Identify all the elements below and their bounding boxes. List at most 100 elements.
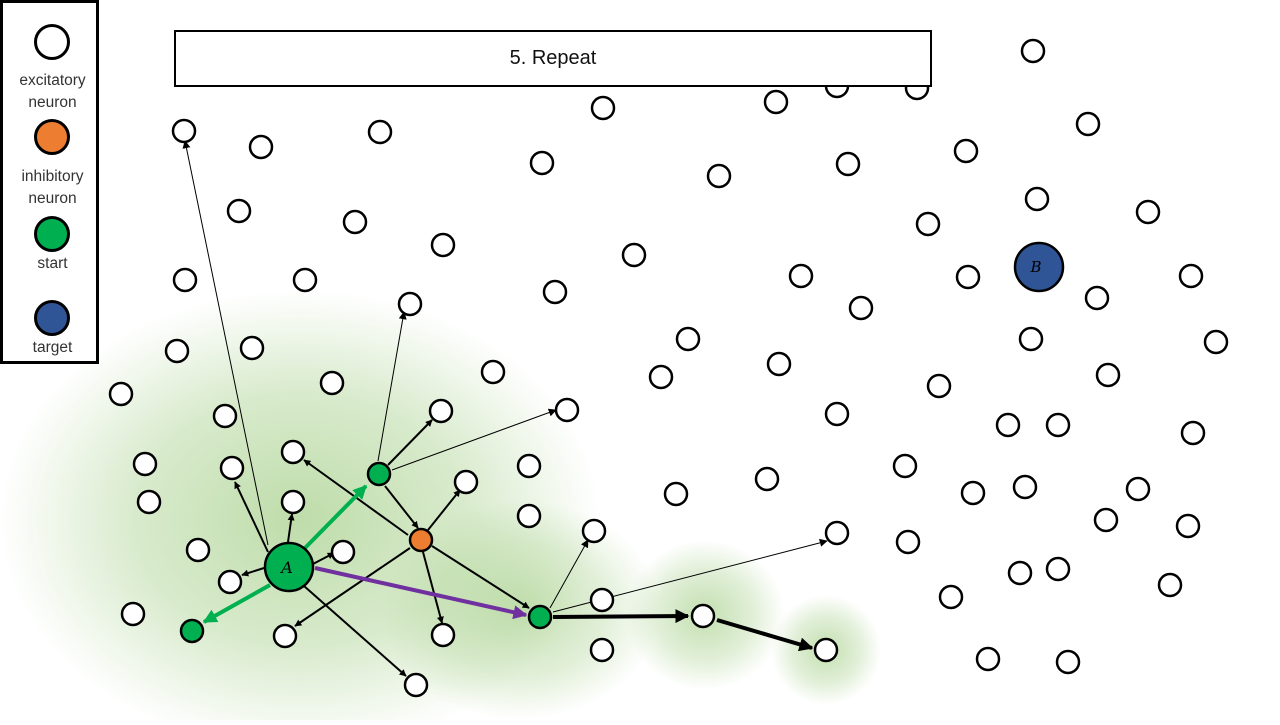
excitatory-neuron <box>292 267 318 293</box>
legend-label-start: start <box>37 255 68 272</box>
active-neuron <box>366 461 392 487</box>
excitatory-neuron <box>480 359 506 385</box>
edge <box>716 618 814 652</box>
excitatory-neuron <box>120 601 146 627</box>
excitatory-neuron <box>1007 560 1033 586</box>
excitatory-neuron <box>754 466 780 492</box>
excitatory-neuron <box>590 95 616 121</box>
excitatory-neuron <box>960 480 986 506</box>
edge <box>182 140 269 546</box>
excitatory-neuron <box>330 539 356 565</box>
edge <box>431 545 530 609</box>
excitatory-neuron <box>835 151 861 177</box>
edge <box>234 481 269 553</box>
edge <box>422 551 444 624</box>
excitatory-neuron <box>1180 420 1206 446</box>
edge <box>377 311 407 462</box>
excitatory-neuron <box>766 351 792 377</box>
edge <box>241 567 265 577</box>
edge <box>549 539 589 609</box>
start-neuron-a <box>263 541 315 593</box>
excitatory-neuron <box>185 537 211 563</box>
excitatory-neuron <box>136 489 162 515</box>
excitatory-neuron <box>824 401 850 427</box>
excitatory-neuron <box>516 453 542 479</box>
excitatory-neuron <box>272 623 298 649</box>
excitatory-neuron <box>848 295 874 321</box>
edge <box>552 609 690 624</box>
excitatory-neuron <box>813 637 839 663</box>
excitatory-neuron <box>1093 507 1119 533</box>
excitatory-neuron <box>706 163 732 189</box>
excitatory-neuron <box>690 603 716 629</box>
excitatory-neuron <box>915 211 941 237</box>
excitatory-neuron <box>1024 186 1050 212</box>
active-neuron <box>527 604 553 630</box>
excitatory-neuron <box>1203 329 1229 355</box>
inhibitory-neuron-icon <box>34 119 70 155</box>
active-neuron <box>179 618 205 644</box>
excitatory-neuron <box>763 89 789 115</box>
excitatory-neuron <box>589 637 615 663</box>
excitatory-neuron <box>926 373 952 399</box>
excitatory-neuron <box>342 209 368 235</box>
excitatory-neuron <box>319 370 345 396</box>
excitatory-neurons <box>108 38 1229 698</box>
excitatory-neuron <box>132 451 158 477</box>
legend-label-excitatory: excitatory neuron <box>3 70 102 114</box>
legend: excitatory neuron inhibitory neuron start … <box>0 0 99 364</box>
excitatory-neuron <box>581 518 607 544</box>
legend-label-inhibitory-text: inhibitory neuron <box>21 168 84 207</box>
excitatory-neuron <box>895 529 921 555</box>
excitatory-neuron <box>428 398 454 424</box>
excitatory-neuron <box>675 326 701 352</box>
excitatory-neuron <box>248 134 274 160</box>
edge <box>303 585 407 677</box>
excitatory-neuron <box>430 232 456 258</box>
excitatory-neuron <box>367 119 393 145</box>
target-neuron-b <box>1013 241 1065 293</box>
edge <box>287 513 295 543</box>
excitatory-neuron <box>164 338 190 364</box>
excitatory-neuron <box>589 587 615 613</box>
legend-label-inhibitory: inhibitory neuron <box>3 166 102 210</box>
excitatory-neuron <box>663 481 689 507</box>
activation-glow <box>0 290 881 725</box>
excitatory-neuron <box>1135 199 1161 225</box>
step-title: 5. Repeat <box>174 30 932 87</box>
excitatory-neuron <box>1020 38 1046 64</box>
inhibitory-neuron <box>408 527 434 553</box>
start-label: A <box>279 558 293 577</box>
edge <box>303 484 368 550</box>
excitatory-neuron-icon <box>34 24 70 60</box>
edge <box>387 419 433 466</box>
excitatory-neuron <box>1157 572 1183 598</box>
excitatory-neuron <box>1055 649 1081 675</box>
target-neuron-icon <box>34 300 70 336</box>
excitatory-neuron <box>108 381 134 407</box>
edge <box>294 547 411 627</box>
excitatory-neuron <box>529 150 555 176</box>
excitatory-neuron <box>1045 556 1071 582</box>
edge <box>391 408 557 471</box>
excitatory-neuron <box>824 520 850 546</box>
excitatory-neuron <box>1178 263 1204 289</box>
excitatory-neuron <box>953 138 979 164</box>
active-edges <box>202 484 368 624</box>
excitatory-neuron <box>621 242 647 268</box>
excitatory-neuron <box>1084 285 1110 311</box>
excitatory-neuron <box>1018 326 1044 352</box>
selected-path-edge <box>314 566 528 620</box>
excitatory-neuron <box>280 489 306 515</box>
excitatory-neuron <box>1045 412 1071 438</box>
edge <box>202 583 271 624</box>
excitatory-neuron <box>397 291 423 317</box>
excitatory-neuron <box>1125 476 1151 502</box>
excitatory-neuron <box>648 364 674 390</box>
excitatory-neuron <box>955 264 981 290</box>
excitatory-neuron <box>995 412 1021 438</box>
excitatory-neuron <box>171 118 197 144</box>
edge <box>384 485 419 529</box>
excitatory-neuron <box>280 439 306 465</box>
edge <box>312 552 335 565</box>
